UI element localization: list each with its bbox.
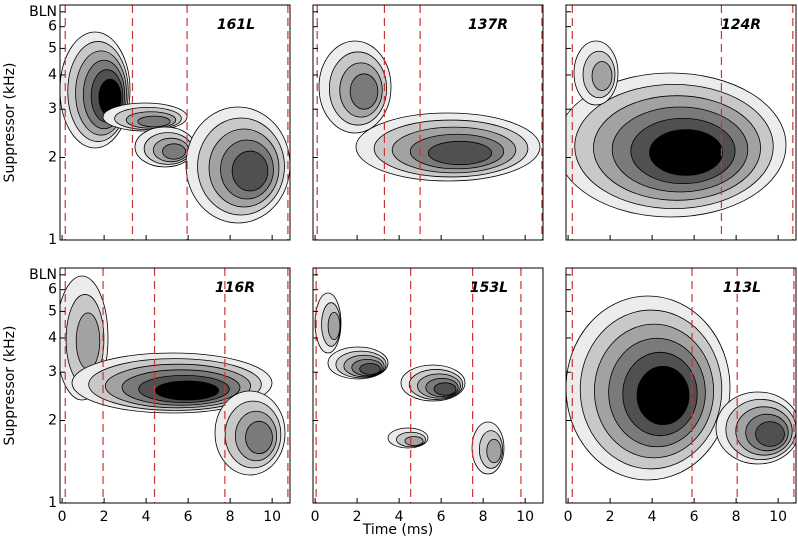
y-axis-label: Suppressor (kHz): [2, 63, 18, 183]
y-tick-label: 4: [48, 67, 57, 83]
x-tick-label: 4: [395, 509, 404, 525]
contour-level: [75, 312, 101, 370]
panel-frame: [59, 4, 291, 241]
contour-level: [231, 150, 269, 192]
panel-title: 137R: [468, 17, 508, 33]
panel-title: 161L: [217, 17, 255, 33]
x-tick-label: 2: [606, 509, 615, 525]
contour-level: [245, 420, 273, 455]
contour-level: [433, 382, 457, 396]
x-tick-label: 10: [769, 509, 787, 525]
panel-frame: [565, 4, 797, 241]
contours: [314, 292, 505, 475]
y-tick-label: 1: [48, 495, 57, 511]
x-tick-label: 2: [353, 509, 362, 525]
contour-level: [154, 380, 220, 401]
x-tick-label: 8: [226, 509, 235, 525]
y-tick-label: 6: [48, 282, 57, 298]
contours: [566, 295, 796, 481]
panel: 137R: [312, 4, 544, 241]
x-tick-label: 8: [732, 509, 741, 525]
panel: 0 2 4 6 8 10 153L Time (ms): [311, 267, 544, 538]
y-tick-label: BLN: [29, 267, 57, 283]
contour-level: [636, 365, 690, 426]
contour-level: [137, 115, 171, 128]
x-tick-label: 10: [263, 509, 281, 525]
x-tick-label: 2: [100, 509, 109, 525]
x-tick-label: 10: [516, 509, 534, 525]
panel-title: 153L: [470, 280, 508, 296]
contour-level: [162, 143, 186, 160]
contour-level: [404, 436, 424, 446]
y-tick-label: 3: [48, 101, 57, 117]
y-tick-label: 4: [48, 330, 57, 346]
contour-level: [486, 438, 502, 464]
contours: [60, 275, 286, 476]
x-tick-label: 0: [58, 509, 67, 525]
y-tick-label: 2: [48, 412, 57, 428]
x-tick-label: 0: [311, 509, 320, 525]
panel: 124R: [565, 4, 797, 241]
contours: [318, 40, 541, 182]
contour-level: [349, 73, 379, 110]
contour-level: [591, 61, 613, 91]
contour-level: [649, 129, 723, 176]
x-tick-label: 4: [142, 509, 151, 525]
y-tick-label: BLN: [29, 4, 57, 20]
contour-level: [359, 363, 381, 375]
contour-level: [755, 421, 785, 447]
x-tick-label: 6: [437, 509, 446, 525]
y-tick-label: 2: [48, 149, 57, 165]
panel-title: 124R: [721, 17, 761, 33]
contours: [60, 31, 290, 224]
contour-level: [327, 311, 341, 340]
y-tick-label: 1: [48, 232, 57, 248]
x-tick-label: 0: [564, 509, 573, 525]
panel: 0 2 4 6 8 10 113L: [564, 267, 797, 525]
x-tick-label: 6: [184, 509, 193, 525]
x-axis-label: Time (ms): [362, 522, 434, 538]
contours: [566, 40, 787, 218]
panel-frame: [312, 267, 544, 504]
y-tick-label: 5: [48, 303, 57, 319]
panel-frame: [565, 267, 797, 504]
contour-level: [427, 140, 493, 166]
y-axis-label: Suppressor (kHz): [2, 326, 18, 446]
panel-title: 113L: [723, 280, 761, 296]
x-tick-label: 8: [479, 509, 488, 525]
x-tick-label: 6: [690, 509, 699, 525]
panel-frame: [312, 4, 544, 241]
x-tick-label: 4: [648, 509, 657, 525]
y-tick-label: 3: [48, 364, 57, 380]
panel-frame: [59, 267, 291, 504]
y-tick-label: 6: [48, 19, 57, 35]
y-tick-label: 5: [48, 40, 57, 56]
panel-title: 116R: [215, 280, 255, 296]
